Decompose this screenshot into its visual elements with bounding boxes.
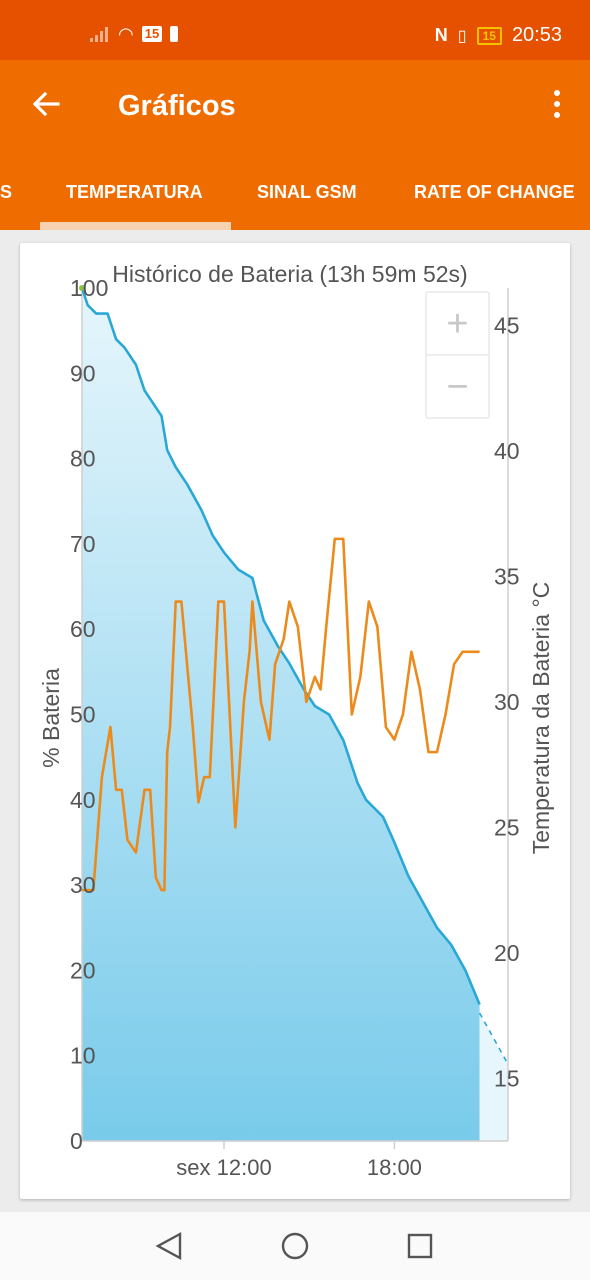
tab-sinal-gsm[interactable]: SINAL GSM bbox=[257, 182, 357, 202]
back-arrow-icon[interactable] bbox=[30, 88, 62, 120]
y-right-tick-label: 15 bbox=[494, 1065, 520, 1091]
temperature-line bbox=[82, 537, 480, 892]
y-right-tick-label: 45 bbox=[494, 313, 520, 339]
status-bar: ◠ 15 N ▯ 15 20:53 bbox=[0, 0, 590, 60]
battery-percentage-line bbox=[80, 287, 481, 1006]
nav-recents-icon[interactable] bbox=[407, 1233, 433, 1259]
y-right-tick-label: 20 bbox=[494, 940, 520, 966]
app-bar: Gráficos bbox=[0, 60, 590, 152]
y-left-tick-label: 40 bbox=[70, 787, 96, 813]
tab-previous[interactable]: S bbox=[0, 182, 13, 202]
y-left-tick-label: 60 bbox=[70, 616, 96, 642]
system-nav-bar bbox=[0, 1212, 590, 1280]
tab-temperatura[interactable]: TEMPERATURA bbox=[66, 182, 203, 202]
nav-home-icon[interactable] bbox=[281, 1232, 309, 1260]
notification-badge: 15 bbox=[141, 26, 163, 42]
y-right-tick-label: 25 bbox=[494, 814, 520, 840]
y-right-tick-label: 35 bbox=[494, 564, 520, 590]
nav-icons bbox=[155, 1231, 433, 1261]
battery-projection-fill bbox=[479, 1013, 508, 1141]
nfc-icon: N bbox=[434, 25, 448, 45]
y-right-tick-label: 30 bbox=[494, 689, 520, 715]
y-left-tick-label: 0 bbox=[70, 1128, 83, 1154]
x-tick-label: 18:00 bbox=[367, 1155, 422, 1180]
page-title: Gráficos bbox=[118, 90, 236, 122]
chart-title: Histórico de Bateria (13h 59m 52s) bbox=[112, 261, 467, 287]
tab-bar: S TEMPERATURA SINAL GSM RATE OF CHANGE bbox=[0, 152, 590, 230]
y-left-tick-label: 70 bbox=[70, 531, 96, 557]
clock: 20:53 bbox=[511, 24, 562, 46]
overflow-menu-icon[interactable] bbox=[554, 90, 562, 118]
y-left-tick-label: 100 bbox=[70, 275, 108, 301]
battery-area-fill bbox=[82, 288, 480, 1141]
tab-rate-of-change[interactable]: RATE OF CHANGE bbox=[414, 182, 575, 202]
y-right-axis-label: Temperatura da Bateria °C bbox=[528, 582, 554, 855]
y-left-tick-label: 10 bbox=[70, 1043, 96, 1069]
x-tick-label: sex 12:00 bbox=[176, 1155, 271, 1180]
y-left-tick-label: 50 bbox=[70, 702, 96, 728]
battery-icon: 15 bbox=[476, 26, 502, 45]
signal-icon bbox=[90, 26, 110, 42]
status-icons-right: N ▯ 15 20:53 bbox=[435, 24, 562, 47]
y-left-tick-label: 20 bbox=[70, 957, 96, 983]
status-icons-left: ◠ 15 bbox=[90, 24, 179, 44]
y-left-tick-label: 30 bbox=[70, 872, 96, 898]
zoom-out-button[interactable]: − bbox=[446, 366, 468, 408]
y-left-axis-label: % Bateria bbox=[38, 668, 64, 768]
y-left-tick-label: 80 bbox=[70, 446, 96, 472]
zoom-controls: + − bbox=[425, 291, 490, 419]
tab-indicator bbox=[40, 222, 231, 230]
wifi-icon: ◠ bbox=[118, 24, 134, 44]
y-left-tick-label: 90 bbox=[70, 360, 96, 386]
battery-saver-icon bbox=[170, 26, 179, 42]
vibrate-icon: ▯ bbox=[457, 27, 467, 45]
nav-back-icon[interactable] bbox=[155, 1231, 182, 1261]
y-right-tick-label: 40 bbox=[494, 438, 520, 464]
series-start-marker bbox=[79, 285, 85, 291]
zoom-in-button[interactable]: + bbox=[446, 303, 468, 345]
